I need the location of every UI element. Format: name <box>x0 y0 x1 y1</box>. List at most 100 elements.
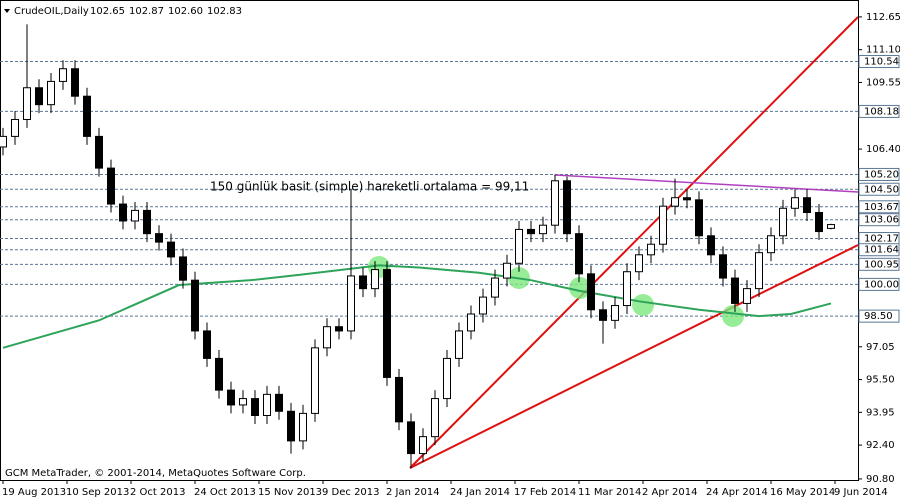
candle-body <box>59 68 67 82</box>
x-tick-label: 15 Nov 2013 <box>258 487 322 498</box>
header-value: 102.87 <box>129 6 164 17</box>
candle-body <box>71 68 79 97</box>
candle-body <box>491 277 499 298</box>
candle-body <box>731 277 739 304</box>
plot-frame <box>0 0 859 481</box>
candle-body <box>323 326 331 349</box>
x-tick-label: 2 Oct 2013 <box>130 487 185 498</box>
candle-body <box>671 197 679 207</box>
level-label: 105.20 <box>864 169 899 180</box>
level-label: 98.50 <box>864 311 893 322</box>
candle-body <box>179 256 187 281</box>
x-tick-label: 2 Apr 2014 <box>642 487 697 498</box>
candle-body <box>203 330 211 359</box>
x-tick-label: 9 Jun 2014 <box>834 487 888 498</box>
candle-body <box>299 412 307 442</box>
candle-body <box>167 241 175 258</box>
candle-body <box>107 167 115 205</box>
candle-body <box>599 309 607 321</box>
candle-body <box>719 254 727 279</box>
level-label: 103.06 <box>864 215 899 226</box>
candle-body <box>347 275 355 332</box>
level-label-box <box>858 55 900 69</box>
level-label-box <box>858 200 900 214</box>
level-label: 110.54 <box>864 57 899 68</box>
y-tick-label: 112.65 <box>866 12 900 23</box>
y-tick-label: 106.40 <box>866 144 900 155</box>
candle-body <box>83 95 91 137</box>
candle-body <box>503 262 511 279</box>
candle-body <box>311 347 319 414</box>
candle-body <box>611 305 619 321</box>
x-tick-label: 24 Apr 2014 <box>706 487 768 498</box>
candle-body <box>119 203 127 222</box>
level-label-box <box>858 104 900 118</box>
level-label-box <box>858 213 900 227</box>
y-tick-label: 97.05 <box>866 342 895 353</box>
candle-body <box>815 212 823 233</box>
candle-body <box>95 135 103 169</box>
candle-body <box>215 357 223 391</box>
header-value: 102.60 <box>168 6 203 17</box>
level-label: 101.64 <box>864 245 899 256</box>
upper-channel-line <box>409 16 859 469</box>
candle-body <box>707 235 715 256</box>
candle-body <box>539 224 547 235</box>
lower-channel-line <box>409 244 859 469</box>
level-label: 102.17 <box>864 234 899 245</box>
candle-body <box>779 207 787 237</box>
touch-marker <box>632 294 654 316</box>
candle-body <box>647 243 655 256</box>
candle-body <box>827 224 835 229</box>
candle-body <box>527 228 535 235</box>
x-tick-label: 16 May 2014 <box>770 487 835 498</box>
header-value: 102.65 <box>90 6 125 17</box>
touch-marker <box>569 277 591 299</box>
candle-body <box>227 389 235 406</box>
candle-body <box>635 254 643 273</box>
x-tick-label: 9 Dec 2013 <box>322 487 380 498</box>
candle-body <box>563 180 571 235</box>
x-tick-label: 17 Feb 2014 <box>514 487 576 498</box>
candle-body <box>47 80 55 106</box>
y-tick-label: 109.55 <box>866 77 900 88</box>
level-label: 108.18 <box>864 106 899 117</box>
candle-body <box>803 197 811 214</box>
x-tick-label: 2 Jan 2014 <box>386 487 440 498</box>
candle-body <box>275 393 283 412</box>
candle-body <box>791 197 799 209</box>
candle-body <box>371 269 379 290</box>
candle-body <box>287 410 295 442</box>
candle-body <box>335 326 343 332</box>
resistance-line <box>554 174 859 193</box>
header-value: 102.83 <box>207 6 242 17</box>
candle-body <box>191 279 199 332</box>
header-values: 102.65 102.87 102.60 102.83 <box>90 6 242 17</box>
candle-body <box>479 296 487 315</box>
candle-body <box>359 275 367 290</box>
touch-markers <box>368 256 744 327</box>
level-label-box <box>858 277 900 291</box>
level-label-box <box>858 309 900 323</box>
level-label: 100.00 <box>864 279 899 290</box>
level-label-box <box>858 167 900 181</box>
level-label: 100.95 <box>864 259 899 270</box>
x-tick-label: 10 Sep 2013 <box>66 487 129 498</box>
level-label-box <box>858 182 900 196</box>
candle-body <box>383 269 391 378</box>
candle-body <box>407 421 415 455</box>
level-label: 104.50 <box>864 184 899 195</box>
candle-body <box>143 209 151 235</box>
y-tick-label: 93.95 <box>866 407 895 418</box>
moving-average-layer <box>2 264 832 349</box>
candle-body <box>131 209 139 222</box>
x-tick-label: 24 Jan 2014 <box>450 487 510 498</box>
candle-body <box>659 205 667 245</box>
footer: GCM MetaTrader, © 2001-2014, MetaQuotes … <box>5 468 306 479</box>
header-arrow <box>4 9 10 13</box>
candle-body <box>395 376 403 423</box>
candle-body <box>575 233 583 275</box>
candle-body <box>587 273 595 311</box>
candle-body <box>551 180 559 226</box>
